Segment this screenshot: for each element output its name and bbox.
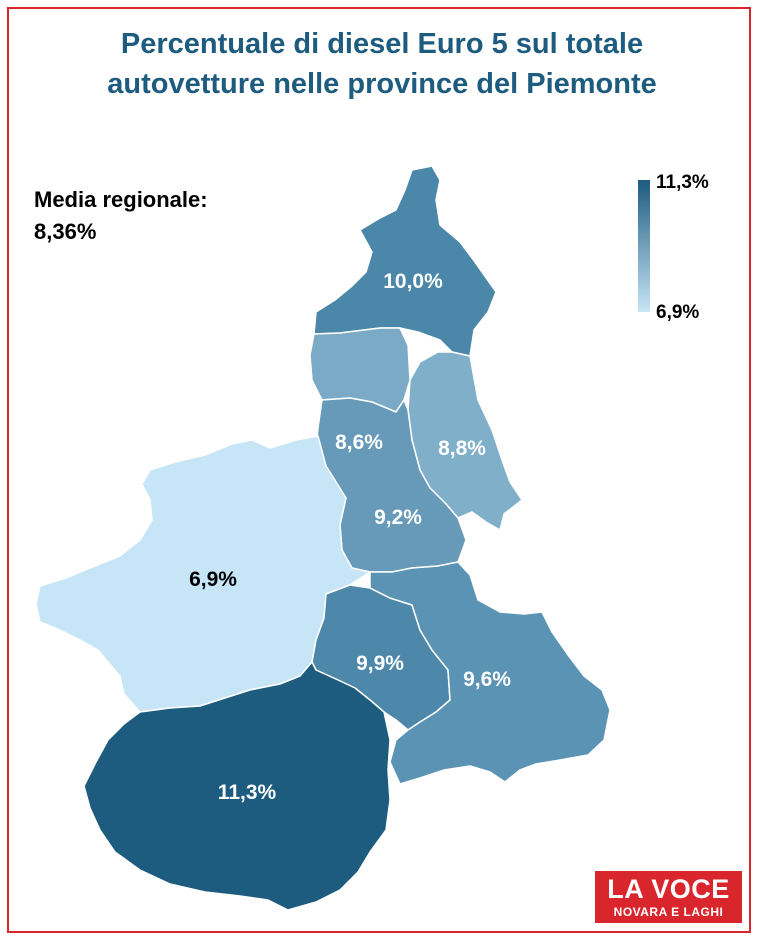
average-value: 8,36% (34, 219, 97, 244)
average-label: Media regionale: (34, 187, 208, 212)
label-vercelli: 9,2% (374, 506, 422, 529)
map-title: Percentuale di diesel Euro 5 sul totale … (0, 24, 764, 104)
label-torino: 6,9% (189, 568, 237, 591)
label-asti: 9,9% (356, 652, 404, 675)
province-cuneo[interactable] (83, 661, 391, 911)
title-line-1: Percentuale di diesel Euro 5 sul totale (120, 28, 644, 60)
la-voce-logo: LA VOCE NOVARA E LAGHI (595, 871, 742, 923)
legend-gradient-bar (638, 180, 650, 312)
province-alessandria[interactable] (369, 561, 611, 785)
label-biella: 8,6% (335, 431, 383, 454)
province-verbano-cusio-ossola[interactable] (313, 165, 497, 357)
regional-average: Media regionale: 8,36% (34, 184, 208, 248)
logo-line-1: LA VOCE (607, 874, 730, 904)
label-cuneo: 11,3% (218, 781, 277, 804)
label-verbano-cusio-ossola: 10,0% (383, 270, 443, 293)
title-line-2: autovetture nelle province del Piemonte (107, 68, 657, 100)
legend-min-label: 6,9% (656, 302, 700, 323)
legend-max-label: 11,3% (656, 172, 709, 193)
label-alessandria: 9,6% (463, 668, 511, 691)
frame (7, 7, 751, 933)
label-novara: 8,8% (438, 437, 486, 460)
logo-line-2: NOVARA E LAGHI (613, 905, 724, 919)
